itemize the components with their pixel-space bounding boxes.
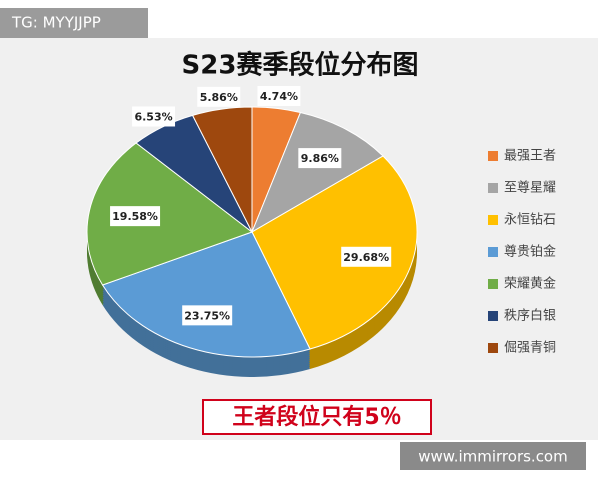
legend-label: 秩序白银 xyxy=(504,308,556,324)
slice xyxy=(251,155,418,350)
legend-swatch xyxy=(488,151,498,161)
legend-swatch xyxy=(488,183,498,193)
data-label: 23.75% xyxy=(184,309,230,322)
legend-label: 荣耀黄金 xyxy=(504,276,556,292)
slice xyxy=(191,106,253,233)
legend-label: 最强王者 xyxy=(504,149,556,164)
data-label-box xyxy=(110,206,161,227)
banner-box xyxy=(202,399,432,435)
legend-label: 永恒钻石 xyxy=(504,213,556,228)
chart-title: S23赛季段位分布图 xyxy=(182,50,419,81)
data-label: 9.86% xyxy=(301,152,339,165)
legend-label: 至尊星耀 xyxy=(504,180,556,196)
banner-text: 王者段位只有5％ xyxy=(232,404,401,430)
data-label: 19.58% xyxy=(112,210,158,223)
legend-swatch xyxy=(488,343,498,353)
data-label: 29.68% xyxy=(343,251,389,264)
slice xyxy=(250,111,384,234)
legend-swatch xyxy=(488,247,498,257)
legend-label: 尊贵铂金 xyxy=(504,244,556,260)
data-label: 6.53% xyxy=(134,110,172,123)
watermark: TG: MYYJJPP xyxy=(11,14,101,32)
slice xyxy=(86,142,254,286)
data-label-box xyxy=(341,246,392,267)
data-label-box xyxy=(132,106,176,127)
watermark-box xyxy=(0,8,148,38)
url-box xyxy=(400,442,586,470)
legend-label: 倔强青铜 xyxy=(504,341,556,356)
legend-swatch xyxy=(488,279,498,289)
data-label-box xyxy=(197,86,241,107)
legend-swatch xyxy=(488,311,498,321)
pie: 4.74% 9.86% 29.68% 23.75% 19.58% 6.53% 5.86% xyxy=(86,86,418,377)
footer-url: www.immirrors.com xyxy=(418,448,567,466)
data-label-box xyxy=(298,148,342,169)
legend-swatch xyxy=(488,215,498,225)
data-label: 4.74% xyxy=(260,90,298,103)
slice xyxy=(101,231,311,358)
data-label-box xyxy=(257,86,301,107)
data-label-box xyxy=(182,305,233,326)
data-label: 5.86% xyxy=(200,91,238,104)
